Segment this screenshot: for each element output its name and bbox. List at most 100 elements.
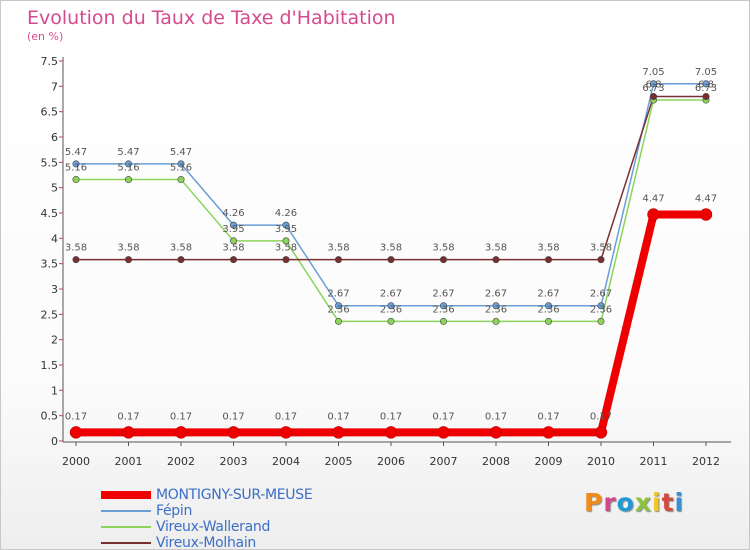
data-point [597,317,605,325]
legend-swatch [101,542,151,544]
data-label: 3.95 [275,224,297,235]
data-label: 0.17 [590,411,612,422]
data-point [125,160,133,168]
data-point [174,426,188,439]
x-tick-label: 2003 [220,455,248,468]
data-label: 6.73 [642,83,664,94]
data-point [227,426,240,439]
data-label: 6.73 [695,83,717,94]
legend-label: Vireux-Wallerand [156,519,271,535]
legend-swatch [101,510,151,512]
data-point [282,237,290,245]
axes: 0 0.5 1 1.5 2 2.5 3 3.5 4 4.5 5 5.5 6 6.5 7 7.5 2000 2001… [41,55,731,468]
x-tick-label: 2010 [587,455,615,468]
data-label: 2.36 [485,304,507,315]
data-point [439,317,447,325]
logo-letter: x [634,488,652,517]
data-point [334,256,342,264]
data-point [544,302,552,310]
data-label: 4.26 [275,208,297,219]
data-label: 2.67 [590,289,612,300]
series-line [75,95,707,261]
data-point [542,426,555,439]
data-point [492,317,500,325]
data-label: 3.95 [222,224,244,235]
data-label: 0.17 [222,411,244,422]
data-label: 2.67 [380,289,402,300]
data-point [384,426,398,439]
logo-letter: r [603,488,617,517]
legend-swatch [101,491,151,499]
data-label: 0.17 [275,411,297,422]
data-point [125,176,133,184]
data-label: 4.47 [695,194,717,205]
data-label: 0.17 [380,411,402,422]
data-label: 0.17 [170,411,192,422]
data-point [72,160,80,168]
data-label: 5.47 [117,147,139,158]
y-tick-label: 7.5 [41,55,59,68]
data-point [492,256,500,264]
y-tick-label: 1.5 [41,359,59,372]
x-tick-label: 2006 [377,455,405,468]
y-tick-label: 0.5 [41,410,59,423]
data-point [439,256,447,264]
data-point [282,221,290,229]
y-tick-label: 2.5 [41,308,59,321]
y-tick-label: 3.5 [41,258,59,271]
data-label: 7.05 [695,67,717,78]
proxiti-logo: Proxiti [584,488,684,517]
data-labels: 0.17 0.17 0.17 0.17 0.17 0.17 0.17 0.17 0.17 0.17… [65,67,717,423]
data-point [387,302,395,310]
y-tick-label: 1 [51,384,58,397]
data-point [647,208,660,221]
data-label: 2.67 [485,289,507,300]
y-tick-label: 4 [51,232,58,245]
data-label: 3.58 [380,243,402,254]
data-point [72,176,80,184]
data-label: 2.67 [537,289,559,300]
logo-letter: i [674,488,685,517]
data-label: 0.17 [432,411,454,422]
data-point [230,221,238,229]
y-tick-label: 7 [51,80,58,93]
data-point [230,256,238,264]
data-point [699,208,713,221]
data-label: 0.17 [65,411,87,422]
data-label: 3.58 [327,243,349,254]
chart-title: Evolution du Taux de Taxe d'Habitation [27,7,396,29]
data-label: 6.8 [698,79,714,90]
data-point [439,302,447,310]
data-point [332,426,345,439]
data-point [702,80,710,88]
data-point [387,317,395,325]
y-tick-label: 5 [51,182,58,195]
data-label: 5.16 [65,163,87,174]
y-tick-label: 6 [51,131,58,144]
x-tick-label: 2008 [482,455,510,468]
data-label: 0.17 [327,411,349,422]
data-label: 2.36 [380,304,402,315]
data-point [597,302,605,310]
data-point [387,256,395,264]
x-tick-label: 2007 [430,455,458,468]
legend-swatch [101,526,151,528]
data-label: 3.58 [117,243,139,254]
data-label: 0.17 [485,411,507,422]
data-point [492,302,500,310]
data-label: 3.58 [222,243,244,254]
logo-letter: t [661,488,675,517]
y-tick-label: 2 [51,334,58,347]
y-tick-label: 6.5 [41,106,59,119]
data-label: 3.58 [590,243,612,254]
data-point [649,92,657,100]
chart-unit-label: (en %) [27,30,64,43]
x-tick-label: 2001 [115,455,143,468]
data-point [597,256,605,264]
data-point [544,256,552,264]
data-point [649,80,657,88]
data-label: 3.58 [432,243,454,254]
data-point [279,426,293,439]
data-point [334,317,342,325]
